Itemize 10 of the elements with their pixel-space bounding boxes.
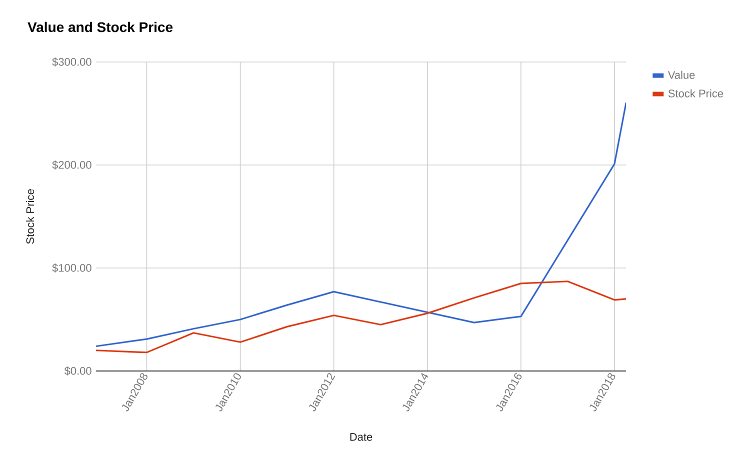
chart-title: Value and Stock Price: [28, 22, 173, 32]
y-tick-label: $0.00: [64, 366, 92, 376]
legend-label: Stock Price: [668, 89, 724, 98]
y-tick-label: $200.00: [52, 160, 92, 170]
legend-label: Value: [668, 70, 695, 79]
y-tick-label: $100.00: [52, 264, 92, 272]
y-tick-label: $300.00: [52, 58, 92, 66]
y-axis-title: Stock Price: [26, 189, 34, 244]
line-series: [96, 280, 626, 354]
x-axis-title: Date: [350, 433, 372, 441]
